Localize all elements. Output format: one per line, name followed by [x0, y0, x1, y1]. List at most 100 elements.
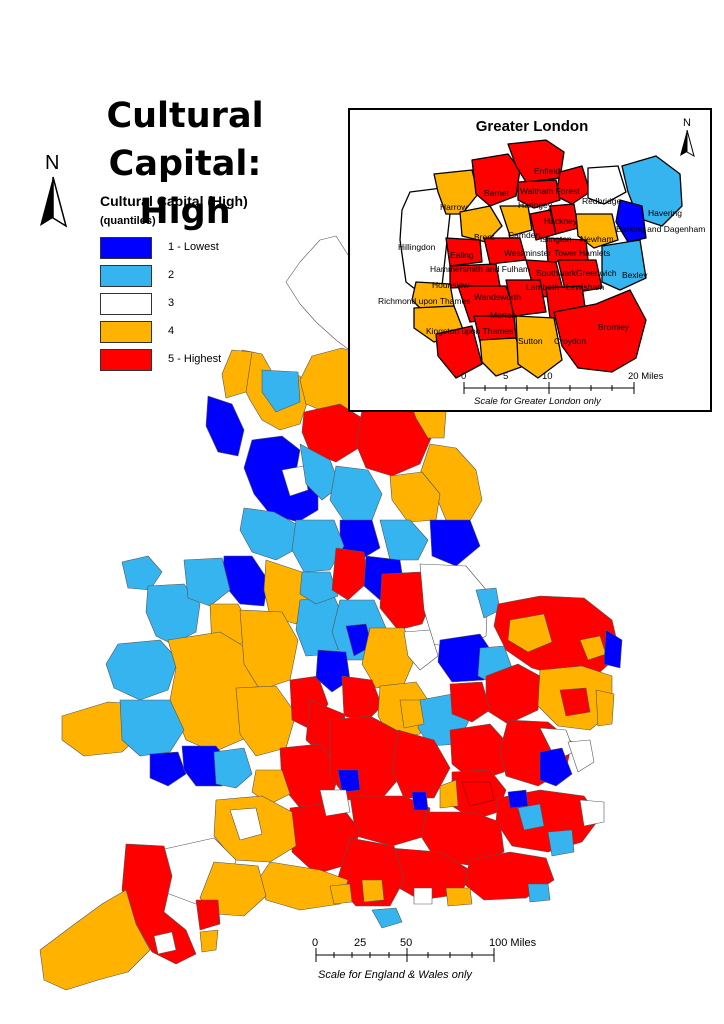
- region-stoke: [299, 571, 339, 605]
- label-wandsworth: Wandsworth: [474, 292, 521, 302]
- region-kent-y: [547, 829, 575, 857]
- legend-item-5: 5 - Highest: [100, 349, 300, 377]
- main-scale-caption: Scale for England & Wales only: [318, 969, 473, 981]
- label-barking: Barking and Dagenham: [616, 224, 705, 234]
- region-notts: [379, 571, 433, 631]
- region-herts: [449, 723, 511, 783]
- label-greenwich: Greenwich: [576, 268, 617, 278]
- label-enfield: Enfield: [534, 166, 560, 176]
- legend-swatch-4: [100, 321, 152, 343]
- region-swansea: [149, 751, 187, 787]
- legend-swatch-2: [100, 265, 152, 287]
- inset-scale-caption: Scale for Greater London only: [474, 396, 602, 407]
- region-southend: [539, 747, 573, 787]
- label-harrow: Harrow: [440, 202, 468, 212]
- map-title: Cultural Capital: High: [30, 92, 340, 236]
- legend-swatch-1: [100, 237, 152, 259]
- legend-title: Cultural Capital (High): [100, 193, 248, 209]
- legend-swatch-5: [100, 349, 152, 371]
- label-merton: Merton: [490, 310, 517, 320]
- legend-swatch-3: [100, 293, 152, 315]
- region-somerset-white: [229, 807, 263, 841]
- label-barnet: Barnet: [484, 188, 510, 198]
- north-arrow-main: [40, 176, 68, 228]
- label-tower-hamlets: Tower Hamlets: [554, 248, 610, 258]
- region-london-yellow: [439, 779, 459, 809]
- borough-newham: [575, 213, 619, 249]
- region-oxon-blue: [337, 769, 361, 793]
- region-doncaster: [379, 519, 429, 561]
- london-inset-map: Enfield Barnet Waltham Forest Haringey R…: [378, 117, 705, 407]
- label-westminster: Westminster: [504, 248, 551, 258]
- label-hackney: Hackney: [544, 216, 578, 226]
- region-cambs: [485, 663, 541, 725]
- region-gt-yarmouth: [603, 629, 623, 669]
- label-waltham-forest: Waltham Forest: [520, 186, 580, 196]
- label-southwark: Southwark: [536, 268, 577, 278]
- legend-label-4: 4: [168, 325, 175, 337]
- borough-barnet: [471, 153, 521, 207]
- legend-label-2: 2: [168, 269, 175, 281]
- inset-scale-tick-20: 20 Miles: [628, 371, 664, 382]
- region-medway: [507, 789, 529, 809]
- label-redbridge: Redbridge: [582, 196, 621, 206]
- region-hereford: [235, 685, 297, 757]
- label-hillingdon: Hillingdon: [398, 242, 436, 252]
- borough-kingston: [435, 325, 483, 379]
- region-iow: [371, 907, 403, 929]
- region-exeter: [195, 899, 221, 931]
- borough-barking: [615, 199, 647, 243]
- borough-haringey: [517, 179, 561, 209]
- borough-greenwich: [557, 259, 603, 295]
- region-suffolk-coast: [595, 689, 615, 727]
- region-torbay: [199, 929, 219, 953]
- region-conwy: [183, 557, 231, 607]
- region-lanc-white: [281, 465, 309, 497]
- region-southampton: [361, 879, 385, 903]
- region-colchester: [567, 739, 595, 773]
- region-leics-white: [403, 629, 439, 671]
- region-london-inner: [461, 781, 495, 807]
- label-islington: Islington: [540, 234, 572, 244]
- region-sheffield: [331, 547, 369, 601]
- inset-title: Greater London: [475, 118, 589, 135]
- region-carmarthen: [119, 699, 185, 757]
- label-kingston: Kingston upon Thames: [426, 326, 513, 336]
- region-leeds: [329, 465, 383, 525]
- borough-ealing: [445, 237, 483, 267]
- borough-brent: [459, 205, 503, 243]
- region-bournemouth: [329, 883, 353, 905]
- region-wilts-white: [319, 789, 351, 817]
- borough-croydon: [515, 315, 563, 379]
- region-lancashire: [243, 435, 319, 523]
- inset-scale-tick-0: 0: [461, 371, 466, 382]
- north-letter: N: [45, 152, 60, 174]
- region-anglesey: [121, 555, 163, 591]
- region-bristol: [251, 769, 291, 805]
- region-milton: [399, 699, 425, 729]
- label-bexley: Bexley: [622, 270, 648, 280]
- legend-item-2: 2: [100, 265, 300, 293]
- region-humber: [429, 519, 481, 567]
- borough-bromley: [553, 289, 647, 373]
- region-harrogate: [301, 403, 363, 463]
- legend-item-3: 3: [100, 293, 300, 321]
- label-haringey: Haringey: [518, 200, 553, 210]
- label-bromley: Bromley: [598, 322, 630, 332]
- label-ealing: Ealing: [450, 250, 474, 260]
- map-title-line2: High: [139, 192, 231, 232]
- label-newham: Newham: [580, 234, 614, 244]
- main-scale-tick-100: 100 Miles: [489, 937, 537, 949]
- borough-sutton: [479, 337, 525, 377]
- main-scale-tick-0: 0: [312, 937, 318, 949]
- legend-item-4: 4: [100, 321, 300, 349]
- region-hastings: [527, 883, 551, 903]
- label-hammersmith: Hammersmith and Fulham: [430, 264, 530, 274]
- legend: Cultural Capital (High) (quantiles) 1 - …: [100, 193, 300, 377]
- region-cheshire-w: [221, 555, 269, 607]
- inset-scale-tick-5: 5: [503, 371, 508, 382]
- greater-london-inset: Enfield Barnet Waltham Forest Haringey R…: [348, 108, 712, 412]
- legend-label-5: 5 - Highest: [168, 353, 222, 365]
- region-brighton: [445, 887, 473, 907]
